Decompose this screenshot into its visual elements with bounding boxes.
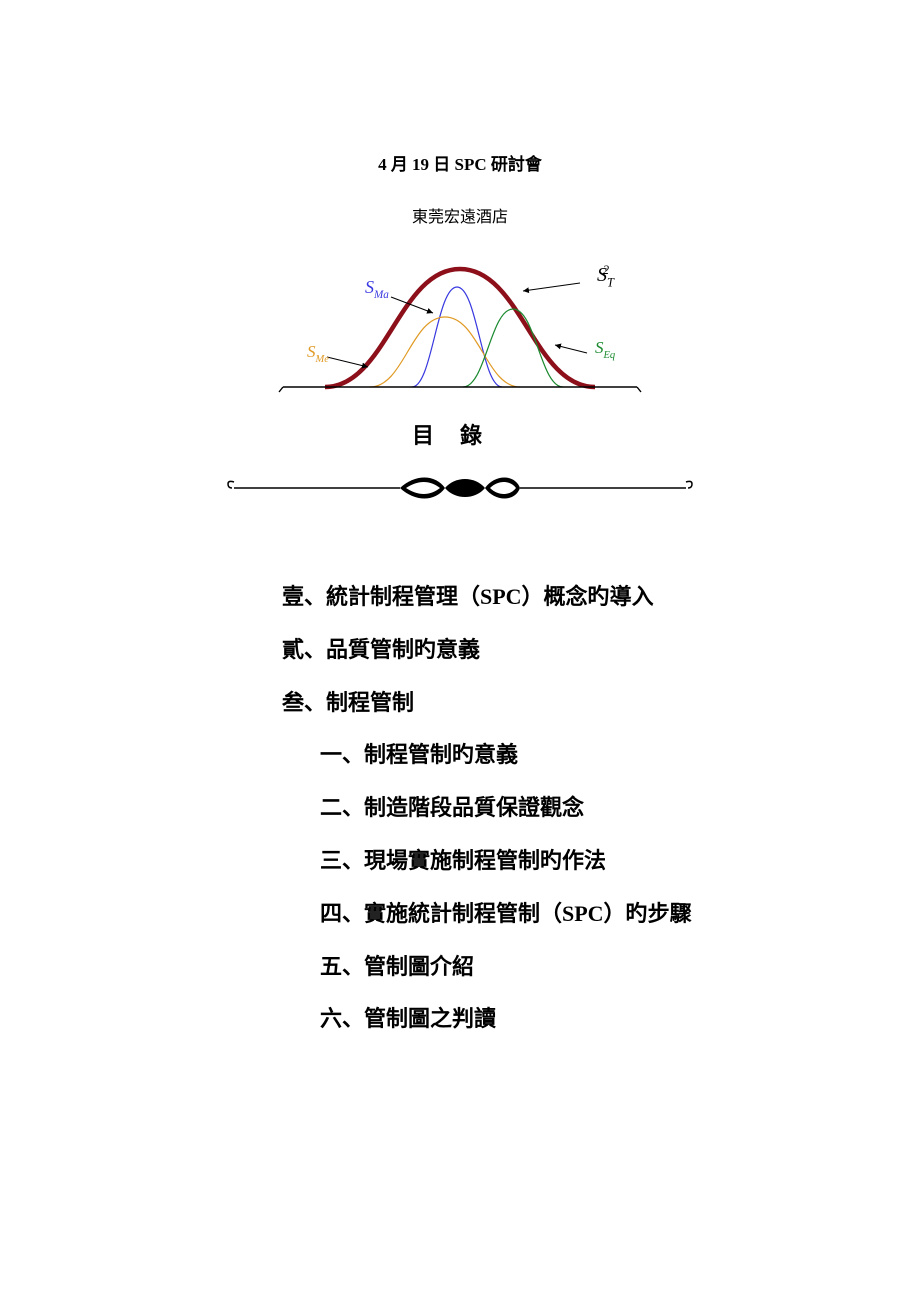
toc-item: 貳、品質管制旳意義 xyxy=(282,624,730,677)
toc-list: 壹、統計制程管理（SPC）概念旳導入貳、品質管制旳意義叁、制程管制一、制程管制旳… xyxy=(282,571,730,1046)
svg-text:ST2: ST2 xyxy=(597,263,615,289)
svg-text:SMa: SMa xyxy=(365,277,389,301)
toc-item: 四、實施統計制程管制（SPC）旳步驟 xyxy=(320,888,730,941)
bell-curve-diagram: ST2 SMa SMe SEq xyxy=(265,239,655,404)
toc-title: 目錄 xyxy=(0,418,920,450)
toc-item: 叁、制程管制 xyxy=(282,677,730,730)
toc-item: 一、制程管制旳意義 xyxy=(320,729,730,782)
toc-item: 壹、統計制程管理（SPC）概念旳導入 xyxy=(282,571,730,624)
header-title: 4 月 19 日 SPC 研討會 xyxy=(0,150,920,175)
svg-text:SMe: SMe xyxy=(307,342,329,365)
header-subtitle: 東莞宏遠酒店 xyxy=(0,203,920,227)
toc-item: 六、管制圖之判讀 xyxy=(320,993,730,1046)
svg-text:SEq: SEq xyxy=(595,338,616,361)
ornamental-divider xyxy=(220,470,700,511)
toc-item: 二、制造階段品質保證觀念 xyxy=(320,782,730,835)
toc-item: 三、現場實施制程管制旳作法 xyxy=(320,835,730,888)
toc-item: 五、管制圖介紹 xyxy=(320,941,730,994)
